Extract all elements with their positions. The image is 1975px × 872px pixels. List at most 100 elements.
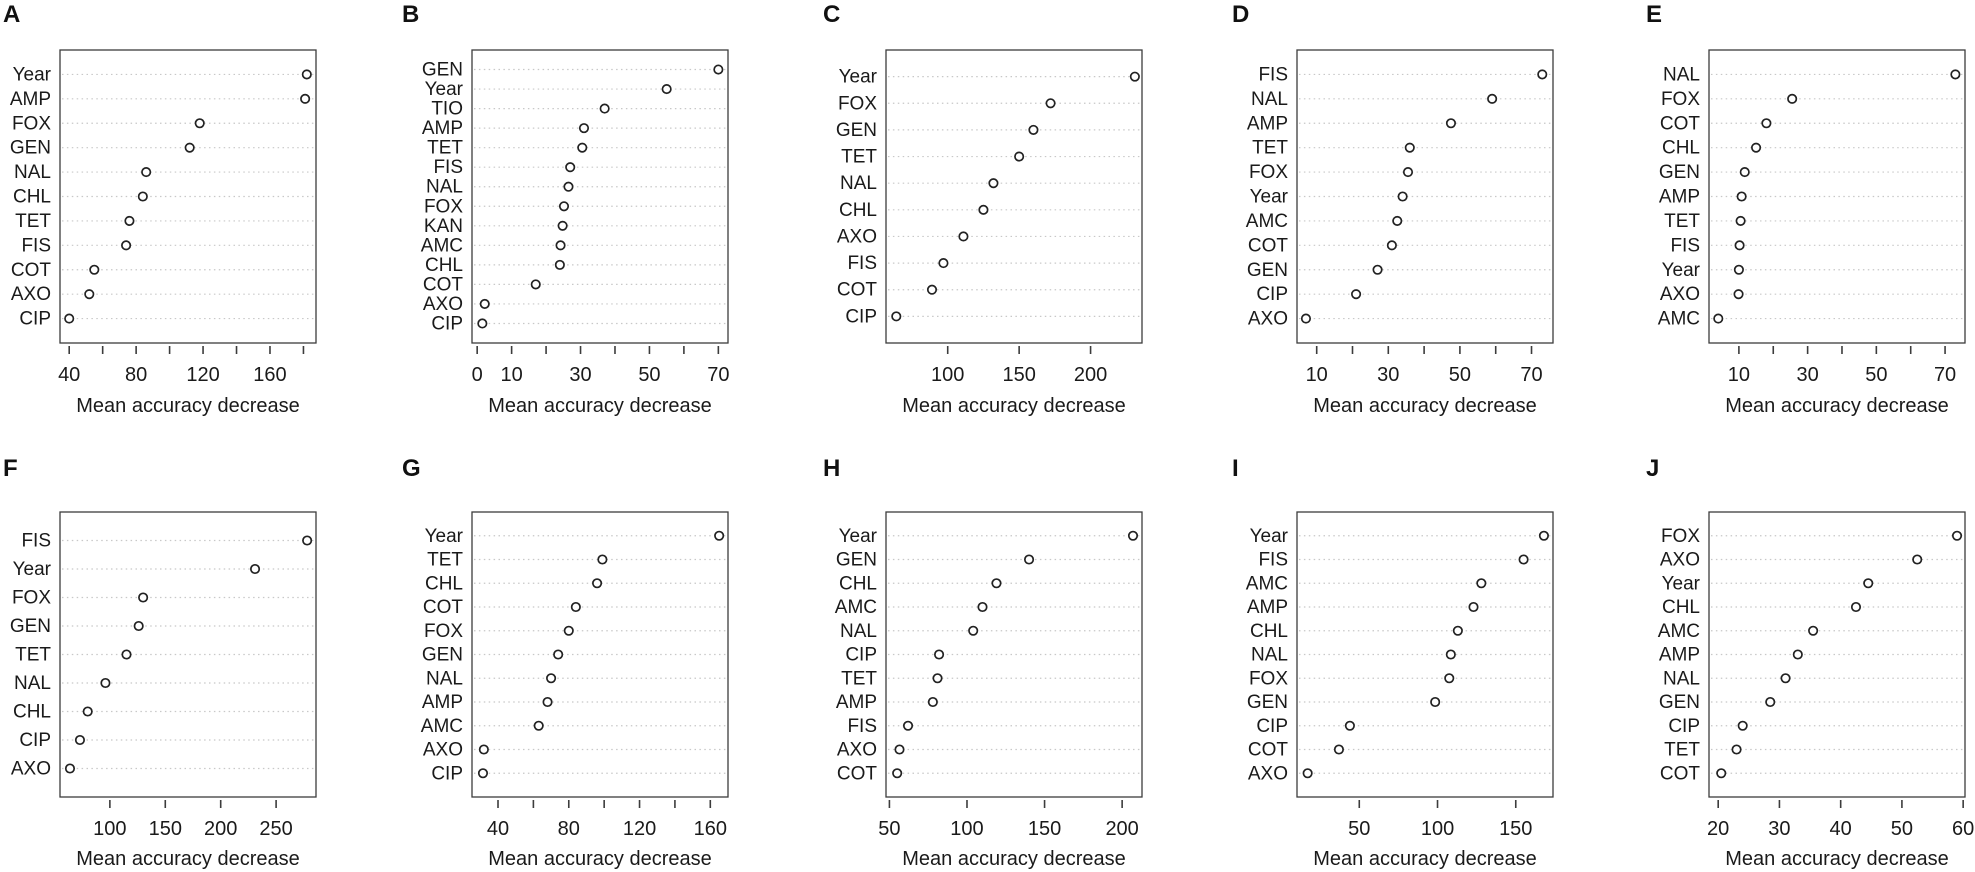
plot-box — [1708, 511, 1966, 798]
panel-j: J 20 30 40 50 60 FOX AXO Year CHL AMC AMP NAL GEN CIP… — [1580, 436, 1975, 872]
category-label: FIS — [1258, 64, 1288, 85]
category-label: AMC — [1658, 309, 1700, 330]
category-label: CHL — [13, 187, 51, 208]
category-label: TET — [841, 147, 877, 168]
x-tick-label: 30 — [569, 364, 591, 386]
data-point — [300, 93, 311, 104]
category-label: KAN — [424, 216, 463, 237]
x-axis-title-j: Mean accuracy decrease — [1725, 848, 1949, 870]
data-point — [1397, 191, 1408, 202]
x-axis-title-i: Mean accuracy decrease — [1313, 848, 1537, 870]
category-label: CIP — [431, 763, 463, 784]
x-tick-label: 70 — [707, 364, 729, 386]
data-point — [141, 167, 152, 178]
panel-a-plot: 40 80 120 160 Year AMP FOX GEN NAL CHL TET FIS COT AX… — [10, 49, 317, 386]
category-label: COT — [423, 274, 464, 295]
panel-letter-f: F — [3, 455, 18, 482]
category-label: TET — [1252, 138, 1288, 159]
panel-d: D 10 30 50 70 FIS NAL AMP TET FOX Year AMC COT GEN CI… — [1185, 0, 1580, 436]
data-point — [902, 720, 914, 731]
x-tick-label: 40 — [1830, 818, 1852, 840]
category-label: AXO — [1248, 763, 1288, 784]
data-point — [1792, 649, 1803, 660]
category-label: COT — [837, 280, 878, 301]
x-tick-label: 120 — [186, 364, 219, 386]
data-point — [563, 625, 574, 636]
category-label: CHL — [1250, 621, 1288, 642]
category-label: CIP — [1256, 716, 1288, 737]
data-point — [477, 768, 489, 779]
data-point — [82, 706, 93, 717]
category-label: CHL — [425, 573, 463, 594]
x-tick-label: 50 — [1891, 818, 1913, 840]
category-label: GEN — [422, 645, 463, 666]
data-point — [991, 578, 1002, 589]
category-label: AXO — [837, 740, 877, 761]
x-tick-label: 200 — [1105, 818, 1138, 840]
data-point — [1780, 673, 1791, 684]
data-point — [714, 530, 725, 541]
data-point — [1912, 554, 1923, 565]
category-label: CIP — [19, 309, 51, 330]
x-tick-label: 150 — [1028, 818, 1061, 840]
x-tick-label: 100 — [1421, 818, 1454, 840]
category-label: AXO — [423, 294, 463, 315]
category-label: AXO — [837, 226, 877, 247]
data-point — [1344, 720, 1355, 731]
data-point — [137, 191, 148, 202]
data-point — [565, 162, 576, 173]
data-point — [978, 204, 989, 215]
category-label: FIS — [1258, 550, 1288, 571]
data-point — [121, 240, 132, 251]
x-tick-label: 100 — [931, 364, 964, 386]
data-point — [1733, 264, 1744, 275]
data-point — [1761, 118, 1772, 129]
data-point — [934, 649, 945, 660]
data-point — [478, 744, 489, 755]
x-axis-title-b: Mean accuracy decrease — [488, 395, 712, 417]
data-point — [1028, 124, 1039, 135]
data-point — [1716, 768, 1727, 779]
data-point — [74, 734, 85, 746]
category-label: GEN — [422, 60, 463, 81]
data-point — [891, 311, 902, 322]
data-point — [988, 178, 999, 189]
category-label: AMC — [421, 235, 463, 256]
data-point — [121, 649, 132, 660]
data-point — [1737, 720, 1748, 731]
x-tick-label: 80 — [125, 364, 147, 386]
data-point — [1445, 118, 1457, 129]
x-tick-label: 50 — [1865, 364, 1887, 386]
data-point — [1476, 578, 1487, 589]
plot-box — [471, 49, 729, 344]
panel-letter-a: A — [3, 1, 21, 28]
x-tick-label: 60 — [1952, 818, 1974, 840]
data-point — [557, 220, 568, 231]
data-point — [554, 259, 565, 270]
data-point — [1430, 696, 1441, 708]
data-point — [553, 649, 564, 660]
data-point — [932, 673, 943, 684]
category-label: NAL — [14, 162, 51, 183]
plot-box — [885, 511, 1143, 798]
panel-e: E 10 30 50 70 NAL FOX COT CHL GEN AMP TET FIS Year AX… — [1580, 0, 1975, 436]
x-tick-label: 10 — [1306, 364, 1328, 386]
category-label: FIS — [433, 157, 463, 178]
data-point — [64, 313, 75, 324]
data-point — [249, 563, 261, 575]
data-point — [1736, 191, 1747, 202]
category-label: GEN — [1659, 692, 1700, 713]
category-label: TET — [1664, 211, 1700, 232]
x-tick-label: 70 — [1934, 364, 1956, 386]
category-label: GEN — [1659, 162, 1700, 183]
category-label: GEN — [1247, 260, 1288, 281]
data-point — [1787, 93, 1798, 104]
data-point — [1468, 601, 1479, 613]
category-label: AXO — [11, 284, 51, 305]
x-tick-label: 160 — [694, 818, 727, 840]
x-axis-title-h: Mean accuracy decrease — [902, 848, 1126, 870]
category-label: Year — [13, 559, 52, 580]
category-label: Year — [839, 526, 878, 547]
data-point — [1014, 151, 1025, 162]
